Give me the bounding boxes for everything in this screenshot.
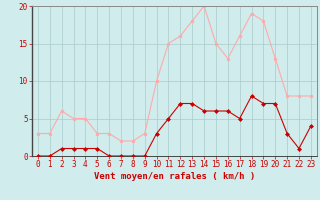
X-axis label: Vent moyen/en rafales ( km/h ): Vent moyen/en rafales ( km/h ) [94, 172, 255, 181]
